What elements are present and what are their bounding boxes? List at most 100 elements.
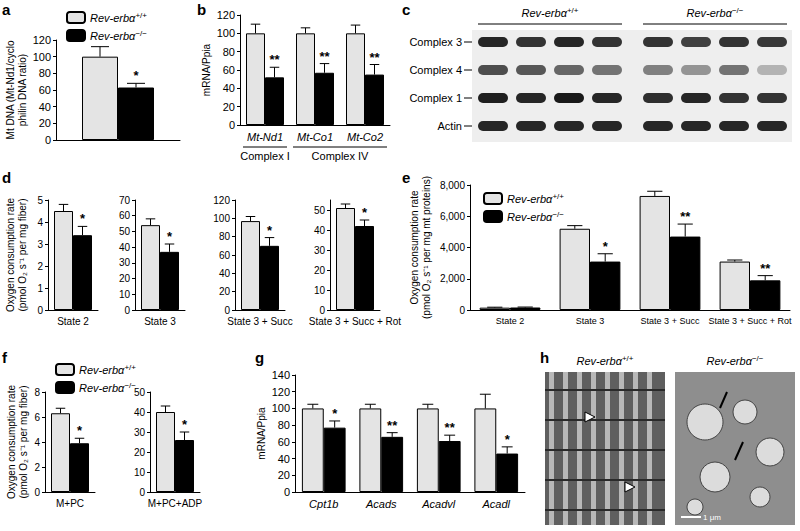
svg-text:mRNA/Ppia: mRNA/Ppia: [256, 407, 267, 460]
svg-text:Oxygen consumption rate: Oxygen consumption rate: [6, 385, 17, 499]
svg-text:+/+: +/+: [124, 363, 136, 372]
svg-text:0: 0: [34, 487, 40, 498]
svg-text:c: c: [402, 1, 410, 18]
svg-text:0: 0: [459, 305, 465, 316]
svg-text:Mt DNA (Mt-Nd1/cyclo: Mt DNA (Mt-Nd1/cyclo: [5, 40, 16, 139]
svg-text:mRNA/Ppia: mRNA/Ppia: [201, 43, 212, 96]
svg-text:0: 0: [139, 487, 145, 498]
svg-text:0: 0: [224, 305, 230, 316]
svg-text:4,000: 4,000: [440, 242, 465, 253]
svg-text:0: 0: [45, 134, 51, 146]
svg-text:Rev-erbα: Rev-erbα: [522, 7, 568, 19]
svg-text:5: 5: [37, 195, 43, 206]
svg-text:+/+: +/+: [135, 11, 147, 20]
svg-text:4: 4: [34, 437, 40, 448]
svg-text:g: g: [255, 349, 264, 366]
svg-text:*: *: [332, 406, 338, 421]
svg-text:h: h: [540, 349, 549, 366]
svg-text:Acads: Acads: [365, 498, 397, 510]
svg-text:3: 3: [37, 239, 43, 250]
svg-text:Cpt1b: Cpt1b: [309, 498, 338, 510]
svg-text:20: 20: [134, 447, 146, 458]
svg-text:8: 8: [34, 387, 40, 398]
svg-text:2: 2: [37, 261, 43, 272]
svg-text:*: *: [267, 223, 273, 238]
svg-text:100: 100: [217, 27, 235, 39]
svg-text:*: *: [505, 432, 511, 447]
svg-text:**: **: [387, 418, 398, 433]
svg-text:M+PC+ADP: M+PC+ADP: [148, 498, 203, 509]
svg-text:20: 20: [219, 286, 231, 297]
svg-text:1: 1: [37, 283, 43, 294]
svg-text:f: f: [2, 349, 8, 366]
svg-text:120: 120: [33, 34, 51, 46]
svg-text:M+PC: M+PC: [56, 498, 84, 509]
svg-text:e: e: [402, 169, 410, 186]
svg-text:20: 20: [314, 265, 326, 276]
svg-text:20: 20: [223, 101, 235, 113]
svg-text:20: 20: [119, 273, 131, 284]
svg-text:+/+: +/+: [622, 354, 634, 363]
svg-text:40: 40: [119, 242, 131, 253]
svg-text:Complex 3: Complex 3: [409, 36, 462, 48]
svg-text:2,000: 2,000: [440, 273, 465, 284]
svg-text:Rev-erbα: Rev-erbα: [90, 12, 136, 24]
svg-text:60: 60: [219, 250, 231, 261]
svg-text:100: 100: [272, 402, 290, 414]
svg-text:(pmol O₂ s⁻¹ per mg fiber): (pmol O₂ s⁻¹ per mg fiber): [18, 385, 29, 498]
svg-text:Complex IV: Complex IV: [312, 150, 370, 162]
svg-text:Complex I: Complex I: [240, 150, 290, 162]
svg-text:20: 20: [39, 117, 51, 129]
svg-text:4: 4: [37, 217, 43, 228]
svg-text:40: 40: [219, 268, 231, 279]
svg-text:State 2: State 2: [496, 316, 525, 326]
svg-text:State 3 + Succ: State 3 + Succ: [227, 316, 292, 327]
svg-text:Rev-erbα: Rev-erbα: [90, 30, 136, 42]
svg-text:0: 0: [229, 119, 235, 131]
svg-text:120: 120: [213, 195, 230, 206]
svg-text:*: *: [77, 423, 83, 438]
svg-text:(pmol O₂ s⁻¹ per mg mt protein: (pmol O₂ s⁻¹ per mg mt proteins): [421, 176, 432, 319]
svg-text:*: *: [603, 239, 609, 254]
svg-text:Rev-erbα: Rev-erbα: [687, 7, 733, 19]
svg-text:Complex 1: Complex 1: [409, 92, 462, 104]
svg-text:30: 30: [314, 245, 326, 256]
svg-text:80: 80: [39, 67, 51, 79]
svg-text:State 2: State 2: [57, 316, 89, 327]
svg-text:0: 0: [124, 305, 130, 316]
svg-text:**: **: [319, 49, 330, 64]
svg-text:Rev-erbα: Rev-erbα: [577, 355, 623, 367]
svg-text:Actin: Actin: [438, 120, 462, 132]
svg-text:30: 30: [134, 427, 146, 438]
svg-text:40: 40: [278, 453, 290, 465]
svg-text:6,000: 6,000: [440, 211, 465, 222]
svg-text:Rev-erbα: Rev-erbα: [507, 193, 553, 205]
svg-text:10: 10: [134, 467, 146, 478]
svg-text:philin DNA ratio): philin DNA ratio): [17, 54, 28, 126]
svg-text:d: d: [2, 169, 11, 186]
svg-text:80: 80: [278, 419, 290, 431]
svg-text:120: 120: [272, 386, 290, 398]
svg-text:30: 30: [119, 257, 131, 268]
svg-text:−/−: −/−: [135, 29, 147, 38]
svg-text:*: *: [133, 68, 139, 83]
svg-text:b: b: [197, 1, 206, 18]
svg-text:0: 0: [284, 486, 290, 498]
svg-text:−/−: −/−: [552, 210, 564, 219]
svg-text:80: 80: [219, 231, 231, 242]
svg-text:Oxygen consumption rate: Oxygen consumption rate: [5, 198, 16, 312]
svg-text:50: 50: [119, 226, 131, 237]
svg-text:50: 50: [314, 205, 326, 216]
svg-text:40: 40: [134, 407, 146, 418]
svg-text:Rev-erbα: Rev-erbα: [507, 211, 553, 223]
svg-text:*: *: [80, 211, 86, 226]
svg-text:State 3 + Succ + Rot: State 3 + Succ + Rot: [309, 316, 401, 327]
svg-text:a: a: [2, 1, 11, 18]
svg-text:0: 0: [319, 305, 325, 316]
svg-text:+/+: +/+: [552, 192, 564, 201]
svg-text:100: 100: [33, 51, 51, 63]
svg-text:State 3 + Succ: State 3 + Succ: [641, 316, 700, 326]
svg-text:State 3: State 3: [576, 316, 605, 326]
svg-text:10: 10: [314, 285, 326, 296]
svg-text:−/−: −/−: [752, 354, 764, 363]
